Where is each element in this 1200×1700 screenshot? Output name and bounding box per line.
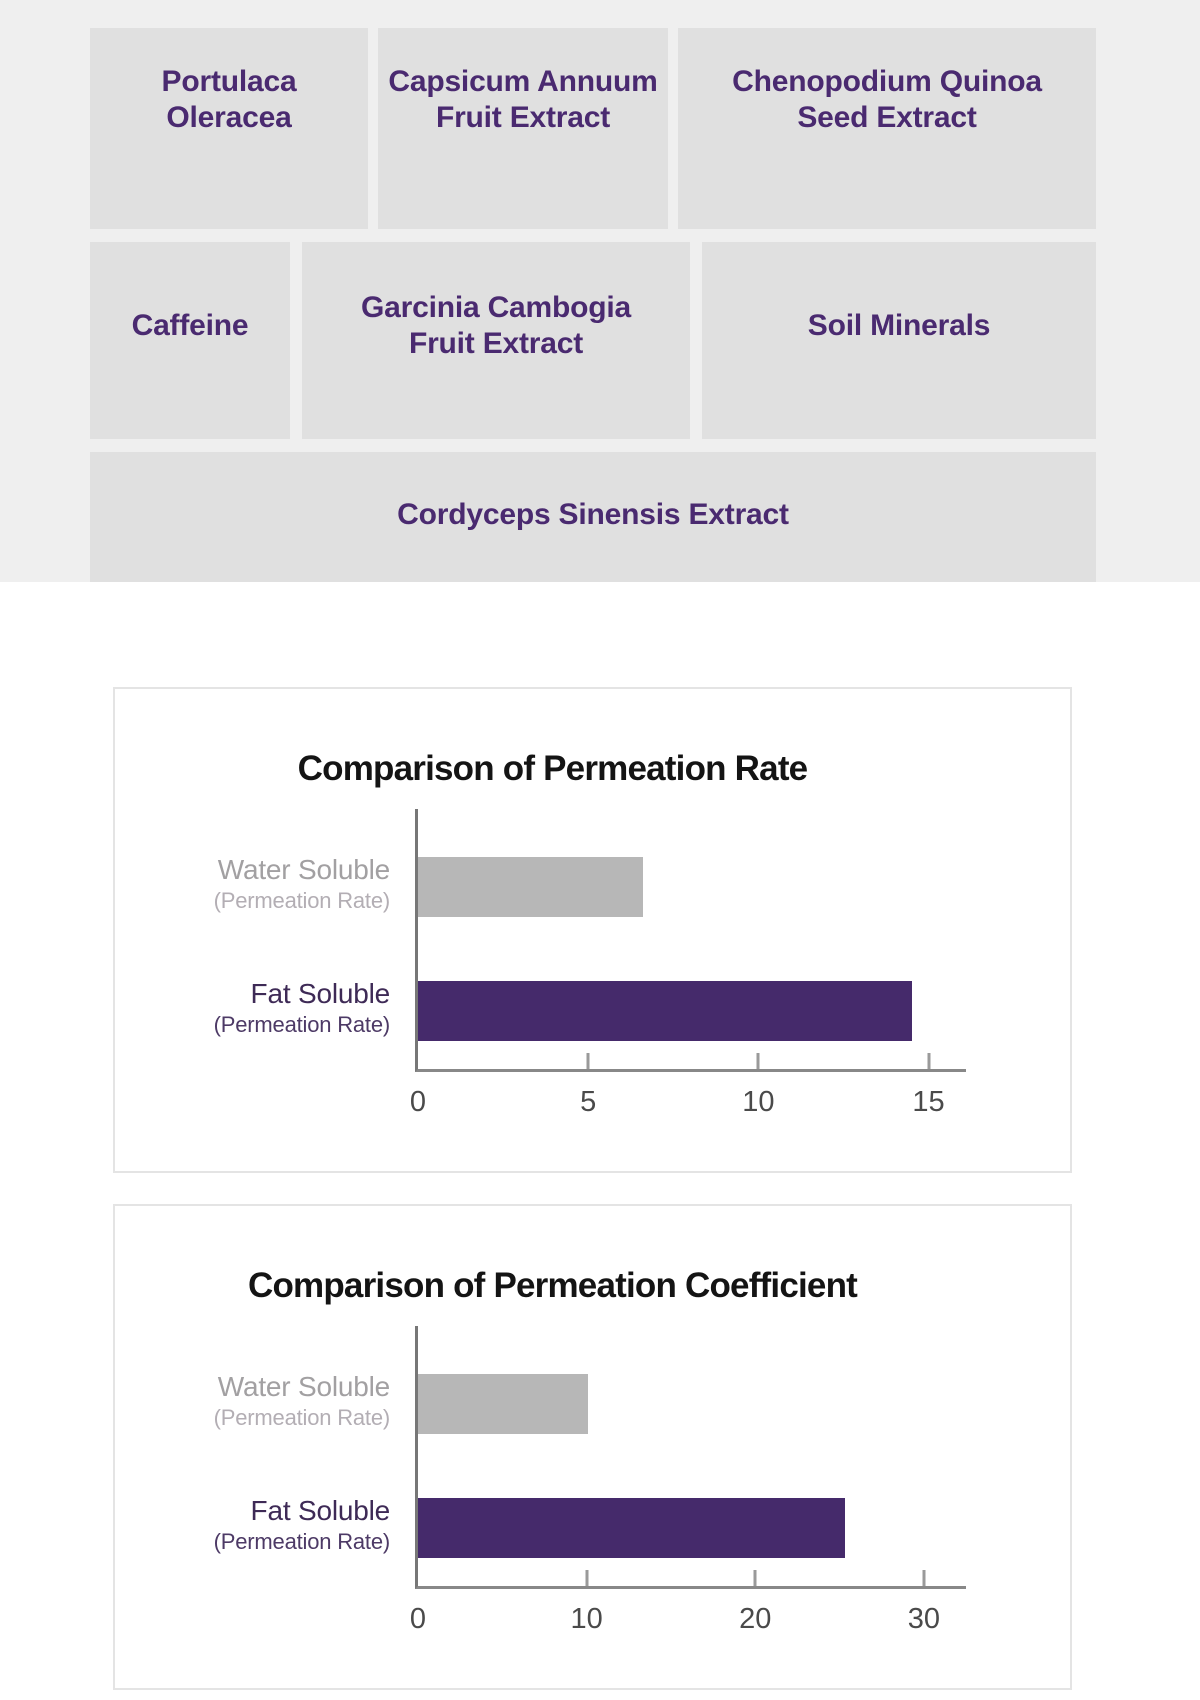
x-tick-label: 15 — [912, 1086, 945, 1118]
x-tick-mark — [585, 1570, 589, 1586]
x-tick-label: 0 — [409, 1086, 427, 1118]
chart-title: Comparison of Permeation Coefficient — [247, 1266, 858, 1305]
water-soluble-bar — [418, 857, 643, 917]
x-tick-label: 30 — [907, 1603, 940, 1635]
fat-soluble-label: Fat Soluble — [250, 978, 391, 1009]
x-tick-label: 20 — [739, 1603, 772, 1635]
x-tick-mark — [927, 1053, 931, 1069]
ingredients-grid: Portulaca Oleracea Capsicum Annuum Fruit… — [90, 28, 1096, 582]
ingredient-box-capsicum: Capsicum Annuum Fruit Extract — [378, 28, 668, 229]
water-soluble-label: Water Soluble — [217, 854, 390, 885]
x-tick-label: 0 — [409, 1603, 427, 1635]
permeation-rate-chart-card: Comparison of Permeation Rate Water Solu… — [113, 687, 1072, 1173]
plot-area: Water Soluble (Permeation Rate) Fat Solu… — [214, 809, 966, 1118]
ingredient-box-cordyceps: Cordyceps Sinensis Extract — [90, 452, 1096, 582]
water-soluble-label: Water Soluble — [217, 1371, 390, 1402]
fat-soluble-label: Fat Soluble — [250, 1495, 391, 1526]
fat-soluble-sublabel: (Permeation Rate) — [213, 1012, 391, 1037]
water-soluble-sublabel: (Permeation Rate) — [213, 1405, 391, 1430]
ingredients-panel: Portulaca Oleracea Capsicum Annuum Fruit… — [0, 0, 1200, 582]
x-tick-mark — [922, 1570, 926, 1586]
fat-soluble-sublabel: (Permeation Rate) — [213, 1529, 391, 1554]
x-tick-mark — [756, 1053, 760, 1069]
x-tick-mark — [753, 1570, 757, 1586]
fat-soluble-axis-label: Fat Soluble (Permeation Rate) — [118, 1493, 391, 1556]
x-tick-label: 10 — [570, 1603, 603, 1635]
chart-title: Comparison of Permeation Rate — [297, 749, 808, 788]
fat-soluble-bar — [418, 981, 912, 1041]
ingredient-box-soil-minerals: Soil Minerals — [702, 242, 1096, 439]
water-soluble-axis-label: Water Soluble (Permeation Rate) — [118, 1369, 391, 1432]
fat-soluble-bar — [418, 1498, 845, 1558]
water-soluble-sublabel: (Permeation Rate) — [213, 888, 391, 913]
fat-soluble-axis-label: Fat Soluble (Permeation Rate) — [118, 976, 391, 1039]
ingredients-row-2: Caffeine Garcinia Cambogia Fruit Extract… — [90, 242, 1096, 439]
water-soluble-axis-label: Water Soluble (Permeation Rate) — [118, 852, 391, 915]
ingredients-row-1: Portulaca Oleracea Capsicum Annuum Fruit… — [90, 28, 1096, 229]
water-soluble-bar — [418, 1374, 589, 1434]
x-tick-mark — [586, 1053, 590, 1069]
ingredient-box-chenopodium: Chenopodium Quinoa Seed Extract — [678, 28, 1096, 229]
ingredient-box-portulaca: Portulaca Oleracea — [90, 28, 368, 229]
ingredient-box-caffeine: Caffeine — [90, 242, 290, 439]
plot-area: Water Soluble (Permeation Rate) Fat Solu… — [214, 1326, 966, 1635]
permeation-coefficient-chart-card: Comparison of Permeation Coefficient Wat… — [113, 1204, 1072, 1690]
x-tick-label: 10 — [742, 1086, 775, 1118]
x-tick-label: 5 — [580, 1086, 597, 1118]
ingredients-row-3: Cordyceps Sinensis Extract — [90, 452, 1096, 582]
ingredient-box-garcinia: Garcinia Cambogia Fruit Extract — [302, 242, 690, 439]
